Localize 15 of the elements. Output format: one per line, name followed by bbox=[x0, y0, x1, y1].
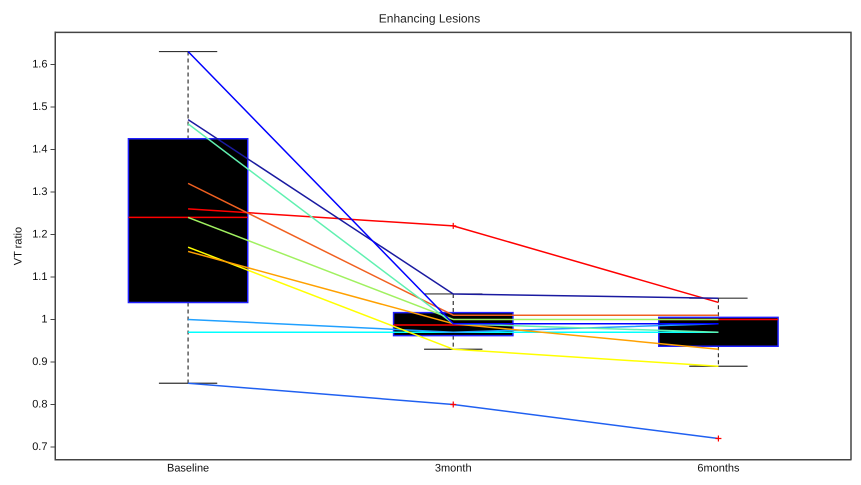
y-tick-label: 0.9 bbox=[32, 356, 48, 368]
y-tick-label: 0.7 bbox=[32, 441, 48, 454]
chart-title: Enhancing Lesions bbox=[378, 12, 480, 26]
y-tick-label: 1.2 bbox=[32, 228, 48, 240]
y-tick-label: 1.6 bbox=[32, 58, 48, 70]
y-tick-label: 1.4 bbox=[32, 143, 48, 156]
x-tick-label: 3month bbox=[434, 462, 472, 474]
y-axis-title: VT ratio bbox=[12, 226, 25, 266]
x-tick-label: Baseline bbox=[166, 462, 210, 474]
y-tick-label: 0.8 bbox=[32, 398, 48, 411]
y-tick-label: 1.5 bbox=[32, 100, 48, 113]
x-tick-label: 6months bbox=[697, 462, 740, 474]
y-tick-label: 1.3 bbox=[32, 186, 48, 198]
y-tick-label: 1 bbox=[41, 313, 48, 326]
y-tick-label: 1.1 bbox=[32, 270, 48, 283]
